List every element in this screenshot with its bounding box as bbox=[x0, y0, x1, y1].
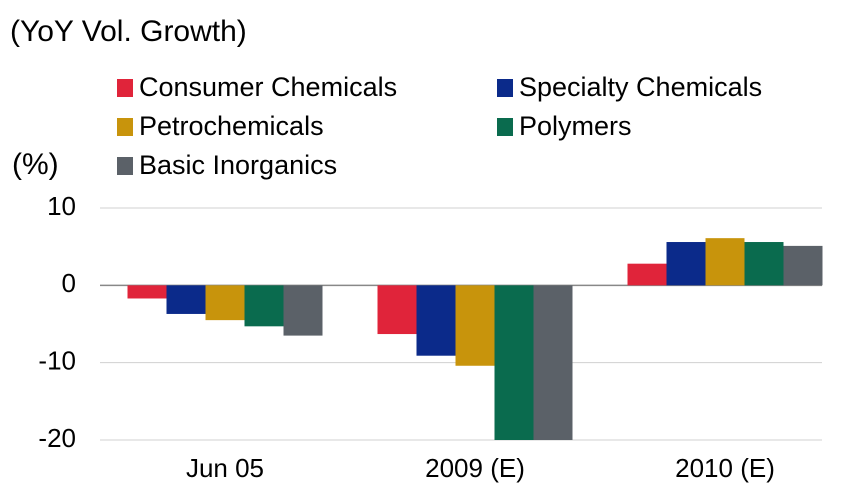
bar bbox=[244, 285, 284, 327]
y-tick-label: -10 bbox=[38, 346, 76, 376]
legend-label: Consumer Chemicals bbox=[139, 72, 397, 102]
legend-swatch bbox=[117, 157, 133, 175]
bar bbox=[377, 285, 417, 335]
chart-title: (YoY Vol. Growth) bbox=[10, 15, 247, 48]
y-tick-label: 10 bbox=[47, 191, 76, 221]
bar bbox=[744, 242, 784, 286]
bar bbox=[705, 238, 745, 286]
bar bbox=[416, 285, 456, 356]
bar bbox=[166, 285, 206, 314]
legend-label: Basic Inorganics bbox=[139, 150, 337, 180]
x-tick-label: 2009 (E) bbox=[425, 453, 525, 483]
legend-swatch bbox=[497, 118, 513, 136]
legend-label: Petrochemicals bbox=[139, 111, 324, 141]
y-axis-label: (%) bbox=[12, 148, 59, 181]
y-tick-label: 0 bbox=[62, 268, 76, 298]
bar bbox=[783, 245, 823, 286]
bar bbox=[127, 285, 167, 299]
bar bbox=[205, 285, 245, 321]
legend-swatch bbox=[117, 79, 133, 97]
x-tick-label: Jun 05 bbox=[186, 453, 264, 483]
y-tick-label: -20 bbox=[38, 423, 76, 453]
bar bbox=[283, 285, 323, 336]
bar bbox=[666, 242, 706, 286]
bar bbox=[627, 263, 667, 286]
legend-swatch bbox=[497, 79, 513, 97]
bar bbox=[494, 285, 534, 440]
bar bbox=[533, 285, 573, 440]
bar bbox=[455, 285, 495, 366]
legend-label: Specialty Chemicals bbox=[519, 72, 762, 102]
legend-swatch bbox=[117, 118, 133, 136]
legend-label: Polymers bbox=[519, 111, 632, 141]
x-tick-label: 2010 (E) bbox=[675, 453, 775, 483]
